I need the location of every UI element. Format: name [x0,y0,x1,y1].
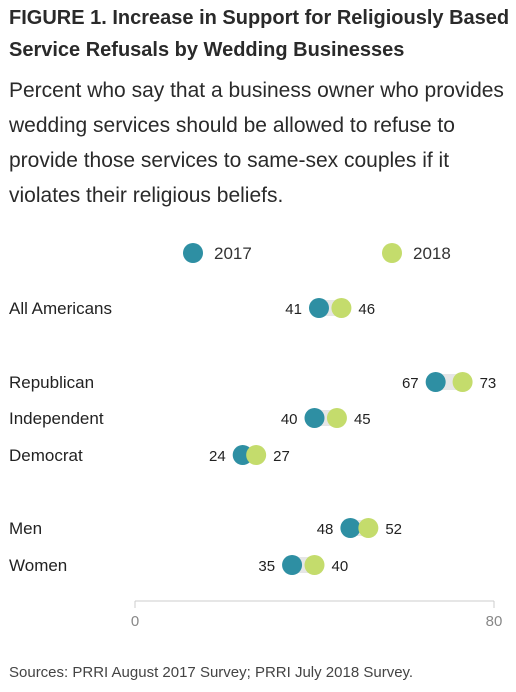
chart-title: FIGURE 1. Increase in Support for Religi… [9,7,510,61]
value-2018-women: 40 [332,558,349,575]
x-tick-label-0: 0 [131,613,139,630]
value-2017-democrat: 24 [209,448,226,465]
value-2018-democrat: 27 [273,448,290,465]
dot-2017-republican [425,372,446,392]
dot-2017-all-americans [308,298,329,318]
dot-2018-democrat [246,445,267,465]
category-label-all-americans: All Americans [9,299,112,318]
dot-2017-independent [304,408,325,428]
value-2017-women: 35 [258,558,275,575]
value-2018-republican: 73 [480,375,497,392]
chart-subtitle: Percent who say that a business owner wh… [9,79,504,207]
value-2018-all-americans: 46 [358,301,375,318]
value-2017-men: 48 [317,521,334,538]
legend-label-2017: 2017 [214,244,252,263]
dot-2018-women [304,555,325,575]
value-2018-independent: 45 [354,411,371,428]
dot-2018-independent [326,408,347,428]
legend-marker-2018 [382,243,402,263]
dot-2018-all-americans [331,298,352,318]
dot-2018-men [358,518,379,538]
category-label-independent: Independent [9,409,104,428]
category-label-republican: Republican [9,373,94,392]
legend-marker-2017 [183,243,203,263]
dot-2017-women [282,555,303,575]
category-label-women: Women [9,556,67,575]
dot-2017-men [340,518,361,538]
value-2017-all-americans: 41 [285,301,302,318]
dot-2018-republican [452,372,473,392]
category-label-men: Men [9,519,42,538]
legend-label-2018: 2018 [413,244,451,263]
x-tick-label-1: 80 [486,613,503,630]
source-note: Sources: PRRI August 2017 Survey; PRRI J… [9,664,414,681]
dot-plot: 2017 2018 All Americans 41 46 Republican 67 73 I… [9,243,503,630]
category-label-democrat: Democrat [9,446,83,465]
value-2017-republican: 67 [402,375,419,392]
value-2018-men: 52 [385,521,402,538]
value-2017-independent: 40 [281,411,298,428]
